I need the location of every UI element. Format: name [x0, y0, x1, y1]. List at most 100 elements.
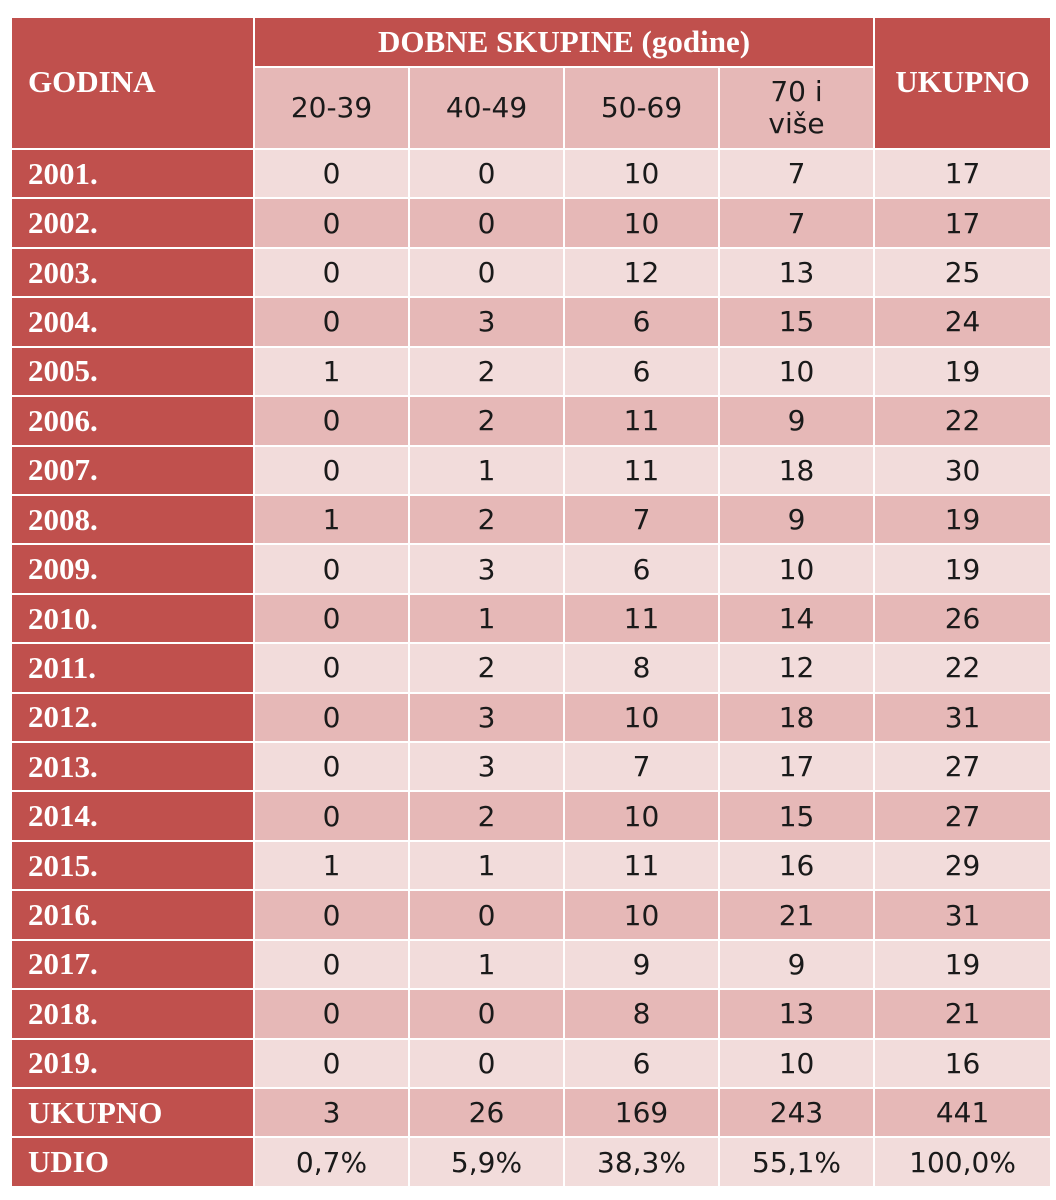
value-cell: 12	[565, 248, 720, 299]
value-cell: 3	[255, 1089, 410, 1139]
value-cell: 0	[410, 990, 565, 1040]
total-cell: 24	[875, 298, 1053, 348]
total-cell: 29	[875, 841, 1053, 892]
total-cell: 21	[875, 990, 1053, 1040]
value-cell: 2	[410, 397, 565, 447]
value-cell: 9	[720, 940, 876, 991]
value-cell: 7	[720, 150, 876, 200]
value-cell: 0	[255, 248, 410, 299]
value-cell: 9	[720, 397, 876, 447]
row-label: 2001.	[12, 150, 255, 200]
total-cell: 30	[875, 446, 1053, 496]
table-row: 2001. 0 0 10 7 17	[12, 150, 1053, 200]
value-cell: 0	[255, 199, 410, 249]
header-age-70-plus-label: 70 i više	[768, 74, 825, 140]
total-cell: 27	[875, 743, 1053, 793]
value-cell: 0	[255, 792, 410, 842]
value-cell: 11	[565, 594, 720, 645]
value-cell: 1	[410, 446, 565, 496]
value-cell: 2	[410, 495, 565, 546]
row-label: 2005.	[12, 347, 255, 398]
value-cell: 0	[255, 644, 410, 694]
row-label: 2019.	[12, 1039, 255, 1090]
row-label: 2004.	[12, 298, 255, 348]
value-cell: 1	[255, 841, 410, 892]
row-label: 2008.	[12, 495, 255, 546]
header-year: GODINA	[12, 18, 255, 150]
value-cell: 16	[720, 841, 876, 892]
total-cell: 441	[875, 1089, 1053, 1139]
value-cell: 17	[720, 743, 876, 793]
header-total: UKUPNO	[875, 18, 1053, 150]
table-row: 2014. 0 2 10 15 27	[12, 792, 1053, 842]
row-label: 2010.	[12, 594, 255, 645]
table-row: 2009. 0 3 6 10 19	[12, 545, 1053, 595]
total-cell: 19	[875, 347, 1053, 398]
value-cell: 6	[565, 1039, 720, 1090]
table-row: 2018. 0 0 8 13 21	[12, 990, 1053, 1040]
value-cell: 3	[410, 743, 565, 793]
value-cell: 7	[565, 495, 720, 546]
header-age-70-plus: 70 i više	[720, 68, 876, 150]
total-cell: 100,0%	[875, 1138, 1053, 1188]
value-cell: 10	[720, 347, 876, 398]
total-cell: 16	[875, 1039, 1053, 1090]
value-cell: 7	[565, 743, 720, 793]
value-cell: 11	[565, 397, 720, 447]
table-row: 2003. 0 0 12 13 25	[12, 248, 1053, 299]
age-group-table: GODINA DOBNE SKUPINE (godine) UKUPNO 20-…	[12, 18, 1053, 1188]
table-row: UDIO 0,7% 5,9% 38,3% 55,1% 100,0%	[12, 1138, 1053, 1188]
row-label: 2015.	[12, 841, 255, 892]
table-row: 2016. 0 0 10 21 31	[12, 891, 1053, 941]
value-cell: 243	[720, 1089, 876, 1139]
value-cell: 3	[410, 545, 565, 595]
total-cell: 27	[875, 792, 1053, 842]
value-cell: 0	[255, 446, 410, 496]
row-label: 2018.	[12, 990, 255, 1040]
value-cell: 10	[565, 891, 720, 941]
value-cell: 10	[565, 150, 720, 200]
total-cell: 17	[875, 150, 1053, 200]
row-label: 2003.	[12, 248, 255, 299]
value-cell: 26	[410, 1089, 565, 1139]
row-label: 2012.	[12, 693, 255, 744]
row-label: 2007.	[12, 446, 255, 496]
value-cell: 0	[255, 594, 410, 645]
value-cell: 1	[255, 495, 410, 546]
value-cell: 9	[720, 495, 876, 546]
total-cell: 19	[875, 940, 1053, 991]
table-row: 2019. 0 0 6 10 16	[12, 1039, 1053, 1090]
value-cell: 0	[410, 891, 565, 941]
value-cell: 10	[720, 545, 876, 595]
value-cell: 0	[255, 693, 410, 744]
total-cell: 17	[875, 199, 1053, 249]
value-cell: 2	[410, 347, 565, 398]
value-cell: 3	[410, 693, 565, 744]
total-cell: 26	[875, 594, 1053, 645]
total-cell: 31	[875, 693, 1053, 744]
value-cell: 13	[720, 990, 876, 1040]
header-age-50-69: 50-69	[565, 68, 720, 150]
row-label: 2014.	[12, 792, 255, 842]
table-row: 2012. 0 3 10 18 31	[12, 693, 1053, 744]
value-cell: 10	[720, 1039, 876, 1090]
value-cell: 1	[410, 594, 565, 645]
value-cell: 8	[565, 990, 720, 1040]
table-row: 2011. 0 2 8 12 22	[12, 644, 1053, 694]
value-cell: 0	[255, 397, 410, 447]
value-cell: 0	[255, 990, 410, 1040]
value-cell: 18	[720, 446, 876, 496]
value-cell: 8	[565, 644, 720, 694]
value-cell: 0	[255, 940, 410, 991]
table-row: 2015. 1 1 11 16 29	[12, 841, 1053, 892]
value-cell: 10	[565, 693, 720, 744]
total-cell: 22	[875, 644, 1053, 694]
value-cell: 5,9%	[410, 1138, 565, 1188]
value-cell: 21	[720, 891, 876, 941]
table-row: 2005. 1 2 6 10 19	[12, 347, 1053, 398]
value-cell: 0	[255, 743, 410, 793]
table-row: UKUPNO 3 26 169 243 441	[12, 1089, 1053, 1139]
value-cell: 10	[565, 199, 720, 249]
row-label: UDIO	[12, 1138, 255, 1188]
row-label: 2013.	[12, 743, 255, 793]
